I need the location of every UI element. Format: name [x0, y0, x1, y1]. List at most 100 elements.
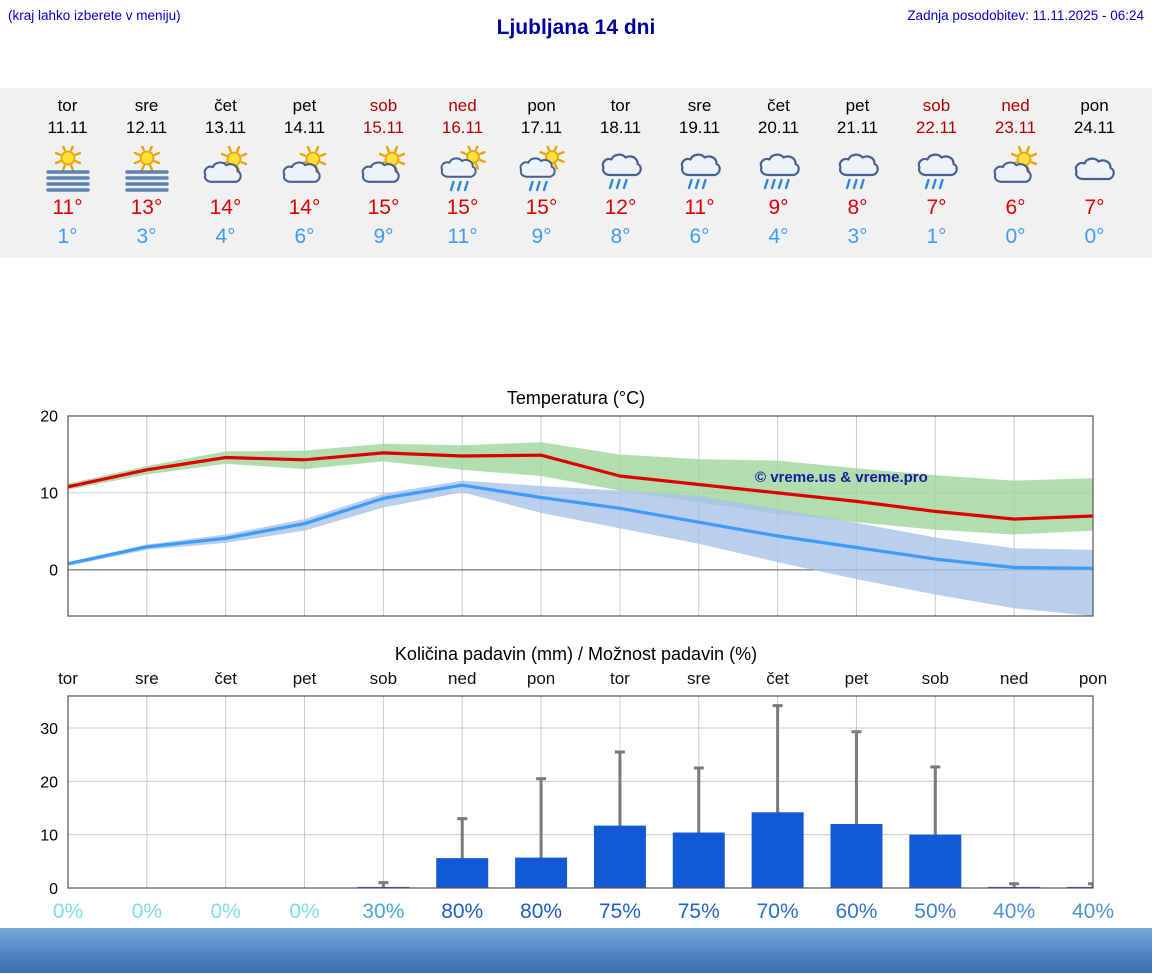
min-temp: 11° — [447, 225, 478, 248]
precip-day-label: pon — [1079, 669, 1107, 688]
partly-sunny-icon — [186, 146, 265, 194]
day-name: pet — [292, 96, 317, 115]
precip-y-tick: 0 — [49, 881, 58, 898]
precip-probability: 0% — [53, 900, 83, 923]
precip-day-label: pet — [845, 669, 869, 688]
last-update-label: Zadnja posodobitev: 11.11.2025 - 06:24 — [907, 8, 1144, 23]
day-date: 16.11 — [441, 118, 484, 137]
temperature-chart-title: Temperatura (°C) — [506, 388, 646, 408]
max-temp: 7° — [926, 196, 947, 219]
day-name: pon — [527, 96, 556, 115]
precip-probability: 75% — [678, 900, 720, 923]
precip-day-label: tor — [610, 669, 630, 688]
forecast-day[interactable]: tor 18.11 12° 8° — [581, 96, 660, 258]
day-date: 15.11 — [362, 118, 405, 137]
precip-probability: 60% — [835, 900, 877, 923]
precip-probability: 80% — [520, 900, 562, 923]
sun-fog-icon — [28, 146, 107, 194]
precip-day-label: pet — [293, 669, 317, 688]
forecast-day[interactable]: pet 14.11 14° 6° — [265, 96, 344, 258]
day-name: ned — [1001, 96, 1030, 115]
min-temp: 4° — [768, 225, 789, 248]
forecast-day[interactable]: ned 23.11 6° 0° — [976, 96, 1055, 258]
forecast-day[interactable]: sre 12.11 13° 3° — [107, 96, 186, 258]
precip-bar — [830, 824, 883, 888]
forecast-day[interactable]: čet 20.11 9° 4° — [739, 96, 818, 258]
forecast-day[interactable]: sob 22.11 7° 1° — [897, 96, 976, 258]
partly-sunny-icon — [976, 146, 1055, 194]
precip-probability: 0% — [211, 900, 241, 923]
precip-y-tick: 20 — [40, 774, 58, 791]
forecast-day[interactable]: čet 13.11 14° 4° — [186, 96, 265, 258]
max-temp: 11° — [684, 196, 715, 219]
temp-y-tick: 20 — [40, 410, 58, 426]
max-temp: 12° — [604, 196, 637, 219]
page-title: Ljubljana 14 dni — [496, 16, 656, 39]
day-date: 20.11 — [757, 118, 800, 137]
max-temp: 15° — [525, 196, 558, 219]
forecast-day[interactable]: sob 15.11 15° 9° — [344, 96, 423, 258]
max-temp: 15° — [367, 196, 400, 219]
forecast-day[interactable]: tor 11.11 11° 1° — [28, 96, 107, 258]
rain-icon — [581, 146, 660, 194]
day-name: sre — [687, 96, 712, 115]
precip-probability: 40% — [1072, 900, 1114, 923]
rain-icon — [897, 146, 976, 194]
max-temp-range — [68, 442, 1093, 535]
forecast-day[interactable]: pon 24.11 7° 0° — [1055, 96, 1134, 258]
sun-rain-icon — [423, 146, 502, 194]
min-temp-range — [68, 480, 1093, 616]
day-name: sre — [134, 96, 159, 115]
forecast-day[interactable]: ned 16.11 15° 11° — [423, 96, 502, 258]
precip-probability: 0% — [289, 900, 319, 923]
precip-day-label: sre — [135, 669, 159, 688]
max-temp-line — [68, 451, 1093, 521]
day-date: 22.11 — [915, 118, 958, 137]
min-temp: 4° — [215, 225, 236, 248]
precip-day-label: sob — [922, 669, 949, 688]
menu-note: (kraj lahko izberete v meniju) — [8, 8, 181, 23]
precip-y-tick: 10 — [40, 828, 58, 845]
precip-bar — [436, 858, 489, 888]
max-temp: 13° — [130, 196, 163, 219]
min-temp: 6° — [689, 225, 710, 248]
min-temp: 1° — [57, 225, 78, 248]
day-date: 18.11 — [599, 118, 642, 137]
day-date: 23.11 — [994, 118, 1037, 137]
min-temp: 3° — [136, 225, 157, 248]
day-name: ned — [448, 96, 477, 115]
precip-probability: 30% — [362, 900, 404, 923]
max-temp: 6° — [1005, 196, 1026, 219]
forecast-day[interactable]: sre 19.11 11° 6° — [660, 96, 739, 258]
precip-day-label: pon — [527, 669, 555, 688]
precip-bar — [515, 857, 568, 888]
min-temp: 9° — [373, 225, 394, 248]
max-temp: 14° — [288, 196, 321, 219]
temp-y-tick: 10 — [40, 485, 58, 502]
forecast-day[interactable]: pet 21.11 8° 3° — [818, 96, 897, 258]
max-temp: 7° — [1084, 196, 1105, 219]
precip-day-label: ned — [448, 669, 476, 688]
min-temp: 9° — [531, 225, 552, 248]
precip-bar — [909, 834, 962, 888]
max-temp: 9° — [768, 196, 789, 219]
precip-bar — [751, 812, 804, 888]
forecast-day[interactable]: pon 17.11 15° 9° — [502, 96, 581, 258]
precipitation-chart-section: Količina padavin (mm) / Možnost padavin … — [0, 642, 1152, 928]
precipitation-chart-title: Količina padavin (mm) / Možnost padavin … — [394, 644, 758, 664]
min-temp: 8° — [610, 225, 631, 248]
precip-probability: 75% — [599, 900, 641, 923]
max-temp: 8° — [847, 196, 868, 219]
precip-day-label: ned — [1000, 669, 1028, 688]
partly-sunny-icon — [344, 146, 423, 194]
precip-probability: 70% — [757, 900, 799, 923]
day-name: pon — [1080, 96, 1109, 115]
day-date: 24.11 — [1073, 118, 1116, 137]
day-date: 13.11 — [204, 118, 247, 137]
max-temp: 11° — [52, 196, 83, 219]
precip-probability: 0% — [132, 900, 162, 923]
temp-y-tick: 0 — [49, 562, 58, 579]
day-name: tor — [610, 96, 631, 115]
precip-day-label: sob — [370, 669, 397, 688]
sun-rain-icon — [502, 146, 581, 194]
